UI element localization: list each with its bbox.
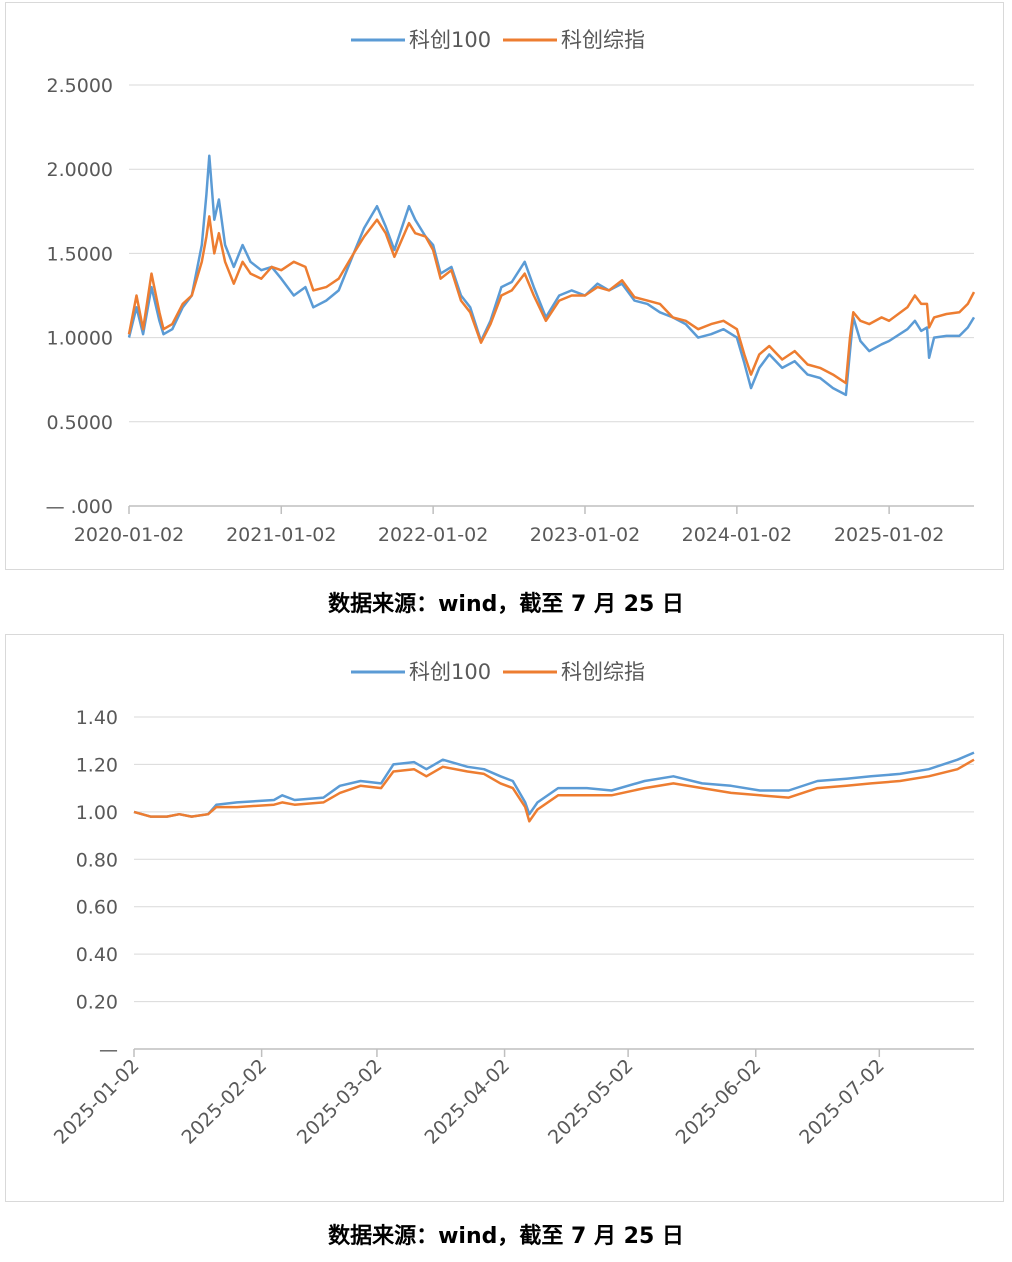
x-tick-label: 2025-04-02: [420, 1055, 514, 1149]
source-caption: 数据来源：wind，截至 7 月 25 日: [328, 592, 684, 617]
legend-label: 科创综指: [561, 28, 645, 52]
x-tick-label: 2022-01-02: [378, 524, 488, 546]
legend-label: 科创100: [409, 660, 491, 684]
x-tick-label: 2025-01-02: [50, 1055, 144, 1149]
legend-label: 科创综指: [561, 660, 645, 684]
series-line-kczz: [127, 215, 976, 385]
y-tick-label: 1.0000: [47, 328, 113, 350]
series-line-kczz: [133, 758, 975, 823]
x-tick-label: 2025-01-02: [834, 524, 944, 546]
x-tick-label: 2025-06-02: [672, 1055, 766, 1149]
x-tick-label: 2025-02-02: [178, 1055, 272, 1149]
x-tick-label: 2023-01-02: [530, 524, 640, 546]
x-tick-label: 2021-01-02: [226, 524, 336, 546]
chart-panel-ytd: — 0.20 0.40 0.60 0.80 1.00 1.20 1.40 2025-01-02 2…: [5, 634, 1004, 1202]
y-tick-label: 0.20: [76, 992, 118, 1014]
y-tick-label: 2.0000: [47, 159, 113, 181]
y-tick-label: 0.60: [76, 897, 118, 919]
y-tick-label: 1.40: [76, 707, 118, 729]
y-tick-label: 0.5000: [47, 412, 113, 434]
y-tick-label: 0.40: [76, 944, 118, 966]
y-tick-label: 1.20: [76, 754, 118, 776]
series-line-kc100: [133, 751, 975, 818]
x-tick-label: 2025-03-02: [293, 1055, 387, 1149]
long-term-line-chart: — .000 0.5000 1.0000 1.5000 2.0000 2.5000 2020…: [46, 28, 976, 546]
x-tick-label: 2025-07-02: [795, 1055, 889, 1149]
y-tick-label: 1.5000: [47, 243, 113, 265]
y-tick-label: —: [99, 1039, 118, 1061]
ytd-line-chart: — 0.20 0.40 0.60 0.80 1.00 1.20 1.40 2025-01-02 2…: [50, 660, 975, 1149]
chart-panel-long-term: — .000 0.5000 1.0000 1.5000 2.0000 2.5000 2020…: [5, 2, 1004, 570]
source-caption: 数据来源：wind，截至 7 月 25 日: [328, 1224, 684, 1249]
legend-label: 科创100: [409, 28, 491, 52]
x-tick-label: 2020-01-02: [74, 524, 184, 546]
x-tick-label: 2025-05-02: [544, 1055, 638, 1149]
y-tick-label: 2.5000: [47, 75, 113, 97]
y-tick-label: — .000: [46, 496, 113, 518]
y-tick-label: 1.00: [76, 802, 118, 824]
y-tick-label: 0.80: [76, 849, 118, 871]
x-tick-label: 2024-01-02: [682, 524, 792, 546]
